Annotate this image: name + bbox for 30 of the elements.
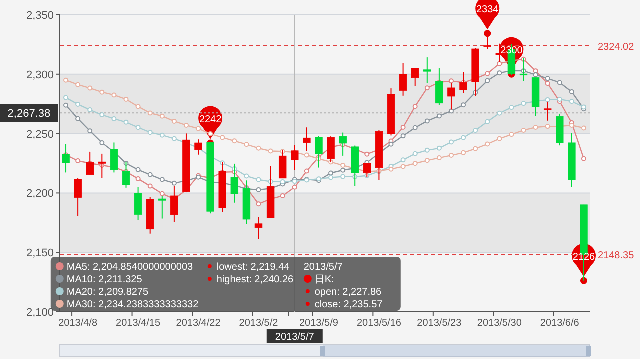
ref-line-label: 2148.35 (598, 250, 635, 262)
y-tick-label: 2,100 (26, 307, 54, 319)
x-tick-label: 2013/5/2 (239, 318, 279, 329)
y-tick-label: 2,350 (26, 10, 54, 22)
y-tick-label: 2,200 (26, 188, 54, 200)
annotation: open: 2,227.86 (314, 287, 382, 298)
x-tick-label: 2013/4/22 (176, 318, 222, 329)
annotation: close: 2,235.57 (314, 300, 384, 310)
annotation: MA30: 2,234.2383333333332 (66, 300, 200, 310)
y-tick-label: 2,250 (26, 128, 54, 141)
annotation: MA5: 2,204.8540000000003 (66, 262, 194, 273)
x-tick-label: 2013/4/8 (58, 318, 98, 329)
pin-label: 2242 (199, 114, 222, 126)
x-tick-label: 2013/4/15 (116, 318, 161, 329)
annotation: 日K: (314, 274, 334, 286)
x-tick-label: 2013/5/30 (477, 318, 522, 329)
x-tick-label: 2013/5/9 (300, 318, 339, 329)
ref-line-label: 2013/5/7 (304, 262, 344, 273)
y-tick-label: 2,300 (26, 69, 54, 82)
ref-line-label: 2,267.38 (8, 108, 51, 120)
ref-line-label: 2324.02 (598, 42, 635, 53)
annotation: MA10: 2,211.325 (66, 274, 143, 286)
annotation: highest: 2,240.26 (216, 274, 294, 286)
pin-label: 2334 (476, 4, 499, 16)
x-tick-label: 2013/5/16 (356, 318, 402, 329)
annotation: lowest: 2,219.44 (216, 262, 290, 273)
annotation: MA20: 2,209.8275 (66, 287, 150, 298)
x-tick-label: 2013/6/6 (540, 318, 580, 329)
y-tick-label: 2,150 (26, 248, 54, 260)
x-tick-label: 2013/5/23 (417, 318, 462, 329)
